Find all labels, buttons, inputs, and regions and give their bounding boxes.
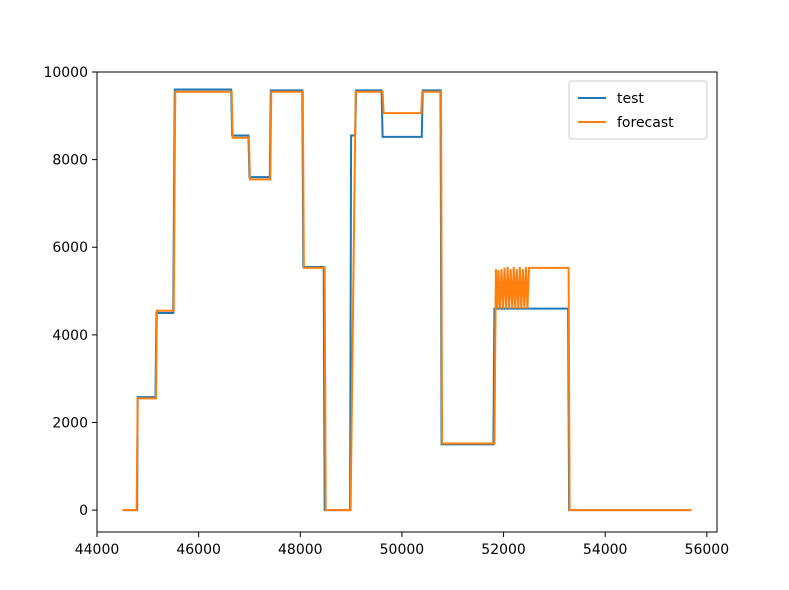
x-tick-label: 50000 [380, 542, 425, 558]
series-line-forecast [122, 90, 692, 512]
x-axis-ticks: 44000 46000 48000 50000 52000 54000 56000 [75, 532, 729, 558]
legend-label-test: test [617, 91, 644, 107]
series-line-test [123, 88, 691, 512]
axes-frame [96, 71, 718, 533]
x-tick-label: 56000 [685, 542, 730, 558]
y-tick-label: 2000 [52, 415, 88, 431]
legend-box [568, 80, 708, 140]
x-tick-label: 46000 [176, 542, 221, 558]
x-tick-label: 44000 [75, 542, 120, 558]
x-tick-label: 54000 [583, 542, 628, 558]
y-tick-label: 4000 [52, 328, 88, 344]
x-tick-label: 48000 [278, 542, 323, 558]
y-tick-label: 10000 [43, 65, 88, 81]
series-layer [122, 88, 692, 512]
x-tick-label: 52000 [481, 542, 526, 558]
plot-area [96, 71, 718, 533]
legend-label-forecast: forecast [617, 115, 674, 131]
y-tick-label: 0 [79, 503, 88, 519]
y-tick-label: 8000 [52, 153, 88, 169]
y-tick-label: 6000 [52, 240, 88, 256]
legend: test forecast [568, 80, 708, 140]
y-axis-ticks: 0 2000 4000 6000 8000 10000 [43, 65, 97, 519]
